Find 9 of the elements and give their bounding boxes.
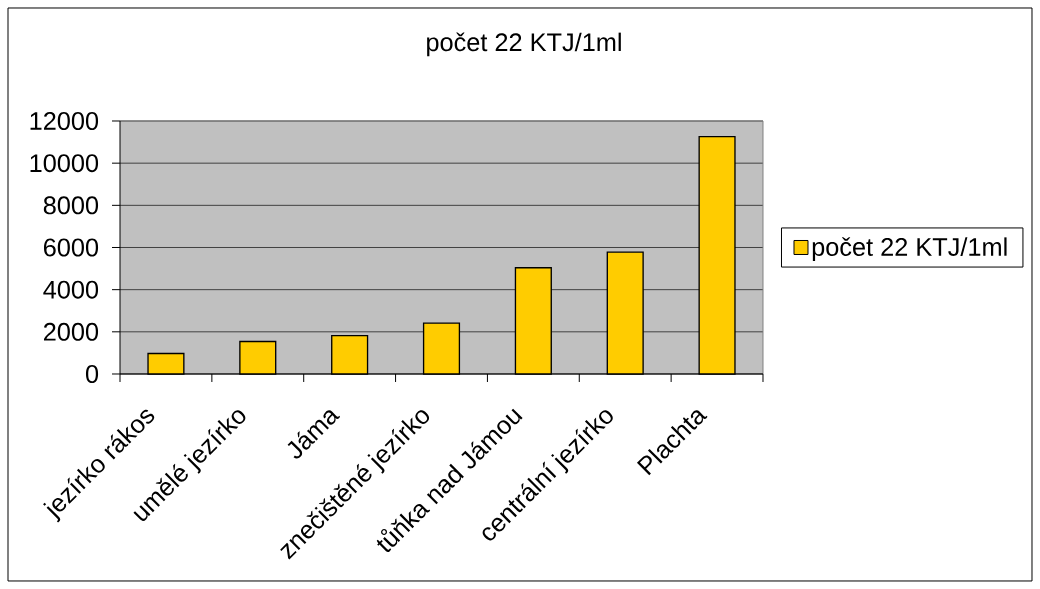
y-tick-label: 2000 — [43, 322, 99, 341]
y-tick-label: 4000 — [43, 280, 99, 299]
y-tick-label: 0 — [85, 365, 99, 383]
y-tick-label: 8000 — [43, 196, 99, 215]
y-tick-label: 6000 — [43, 238, 99, 257]
y-tick-label: 12000 — [30, 112, 99, 130]
chart-title: počet 22 KTJ/1ml — [427, 32, 621, 57]
y-tick-label: 10000 — [30, 154, 99, 173]
legend-label: počet 22 KTJ/1ml — [812, 237, 1007, 261]
